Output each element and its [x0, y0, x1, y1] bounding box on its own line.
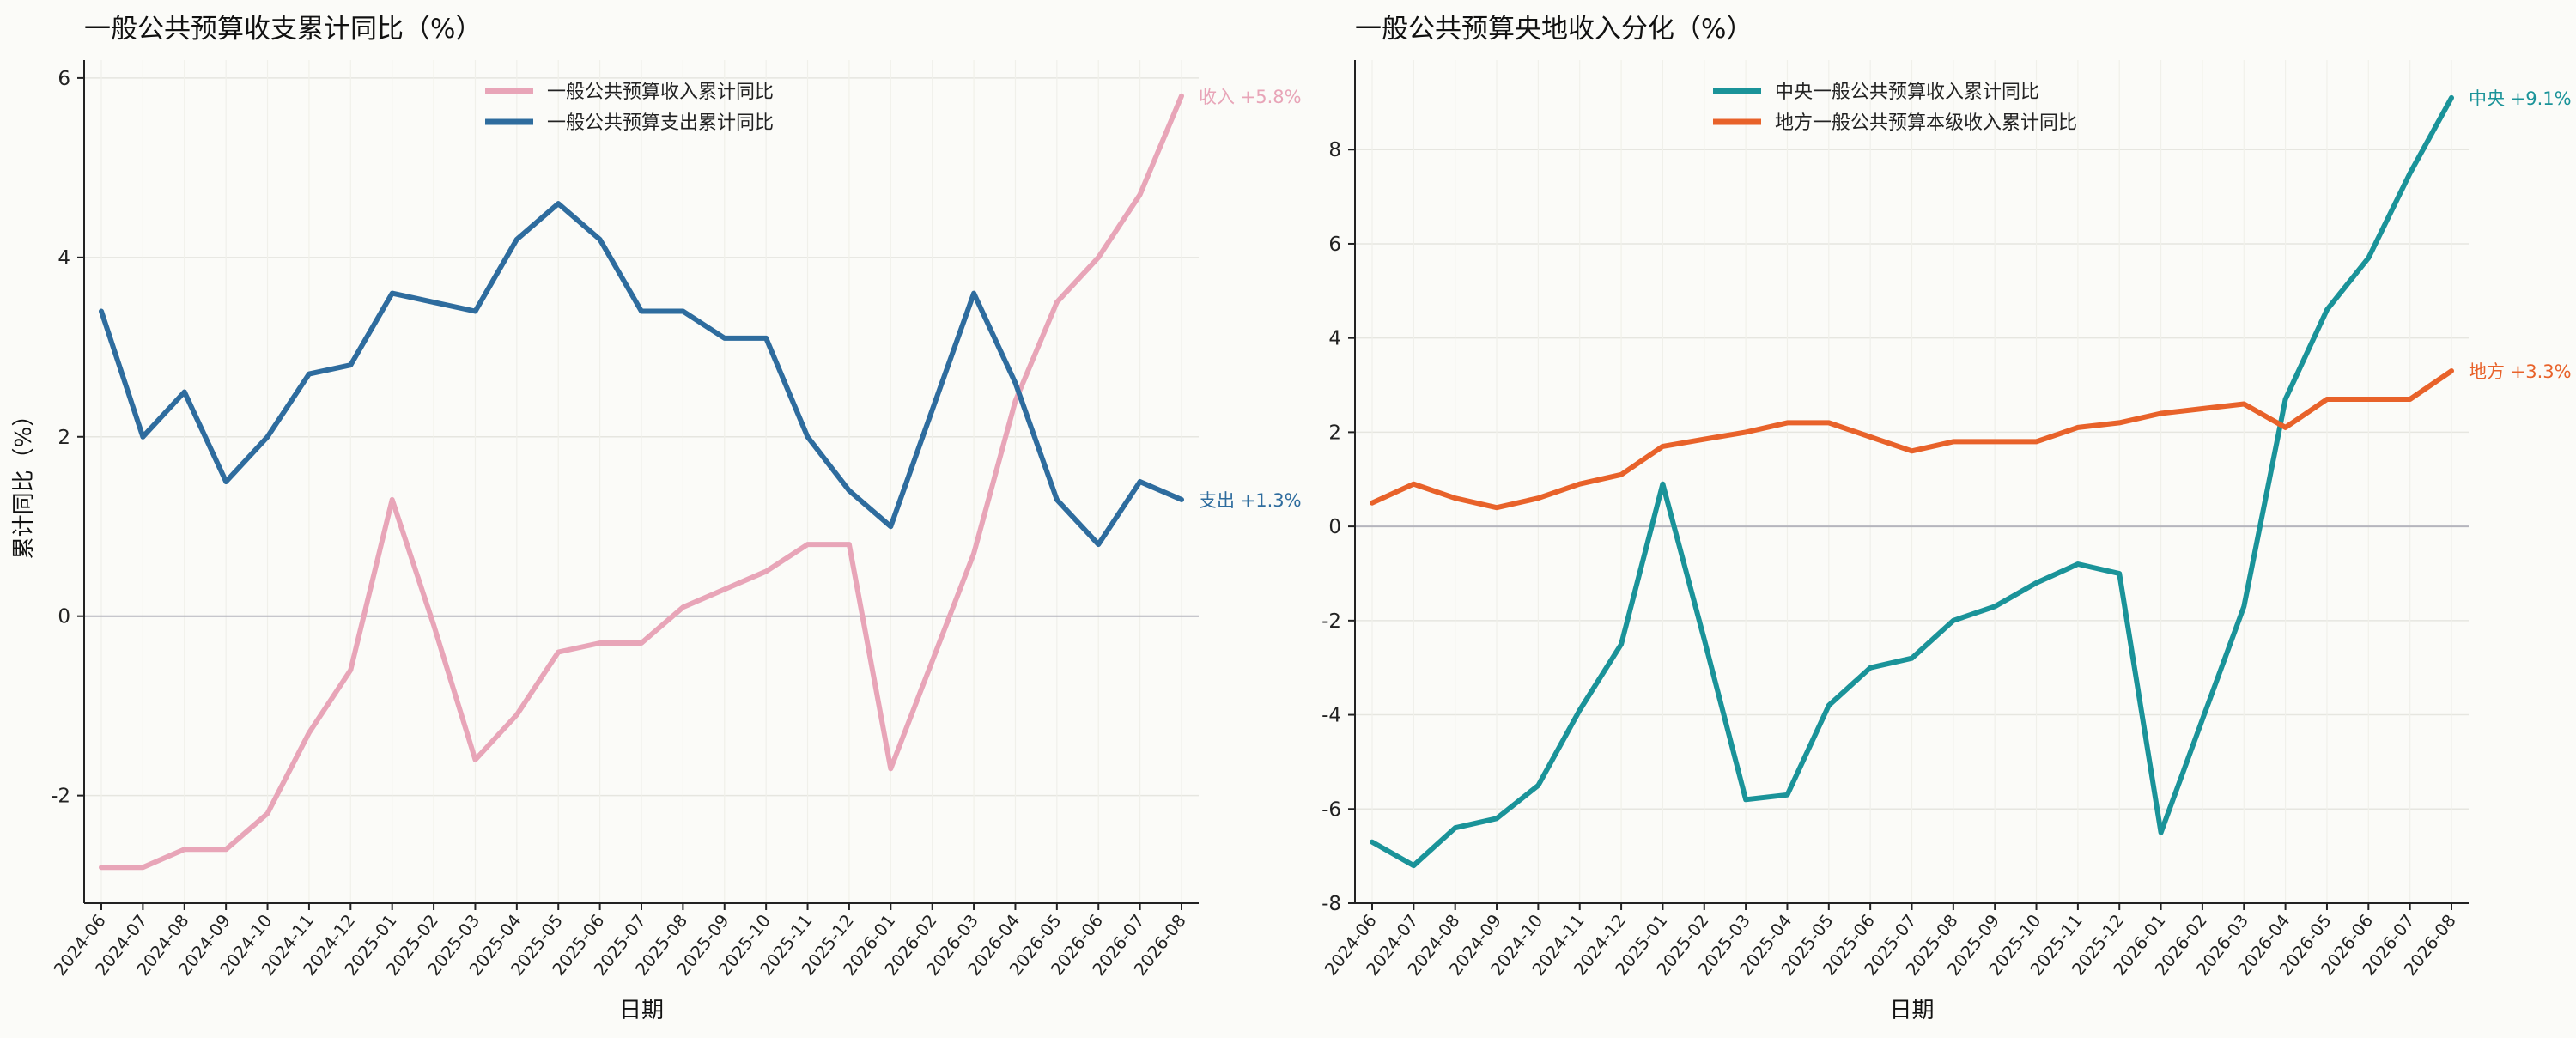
- y-axis-title: 累计同比（%）: [11, 404, 37, 560]
- end-value-label: 支出 +1.3%: [1199, 490, 1302, 511]
- y-tick-label: 4: [58, 247, 70, 270]
- y-tick-label: -2: [1321, 610, 1341, 633]
- y-tick-label: 4: [1328, 328, 1341, 350]
- y-tick-label: 0: [58, 606, 70, 628]
- y-tick-label: -6: [1321, 798, 1341, 821]
- legend-label: 地方一般公共预算本级收入累计同比: [1775, 112, 2077, 134]
- y-tick-label: 2: [1328, 422, 1341, 444]
- series-line-2: [99, 201, 1184, 548]
- chart-title: 一般公共预算央地收入分化（%）: [1355, 14, 1753, 45]
- series-line-1: [1370, 94, 2454, 869]
- x-axis-title: 日期: [1889, 998, 1934, 1023]
- x-axis-title: 日期: [619, 998, 664, 1023]
- series-line-1: [99, 93, 1184, 871]
- y-tick-label: 0: [1328, 516, 1341, 538]
- y-tick-label: 6: [1328, 234, 1341, 256]
- end-value-label: 收入 +5.8%: [1199, 87, 1302, 107]
- y-tick-label: -4: [1321, 705, 1341, 727]
- y-tick-label: -2: [51, 786, 70, 808]
- chart-panel-2: -8-6-4-2024682024-062024-072024-082024-0…: [1321, 14, 2572, 1023]
- chart-title: 一般公共预算收支累计同比（%）: [84, 14, 482, 45]
- end-value-label: 中央 +9.1%: [2469, 88, 2572, 109]
- chart-panel-1: -202462024-062024-072024-082024-092024-1…: [11, 14, 1302, 1023]
- legend-label: 中央一般公共预算收入累计同比: [1775, 82, 2039, 103]
- y-tick-label: -8: [1321, 893, 1341, 915]
- legend-label: 一般公共预算收入累计同比: [547, 82, 774, 103]
- series-line-2: [1370, 368, 2454, 511]
- end-value-label: 地方 +3.3%: [2469, 361, 2572, 382]
- y-tick-label: 8: [1328, 139, 1341, 161]
- y-tick-label: 6: [58, 68, 70, 90]
- legend-label: 一般公共预算支出累计同比: [547, 112, 774, 134]
- y-tick-label: 2: [58, 427, 70, 449]
